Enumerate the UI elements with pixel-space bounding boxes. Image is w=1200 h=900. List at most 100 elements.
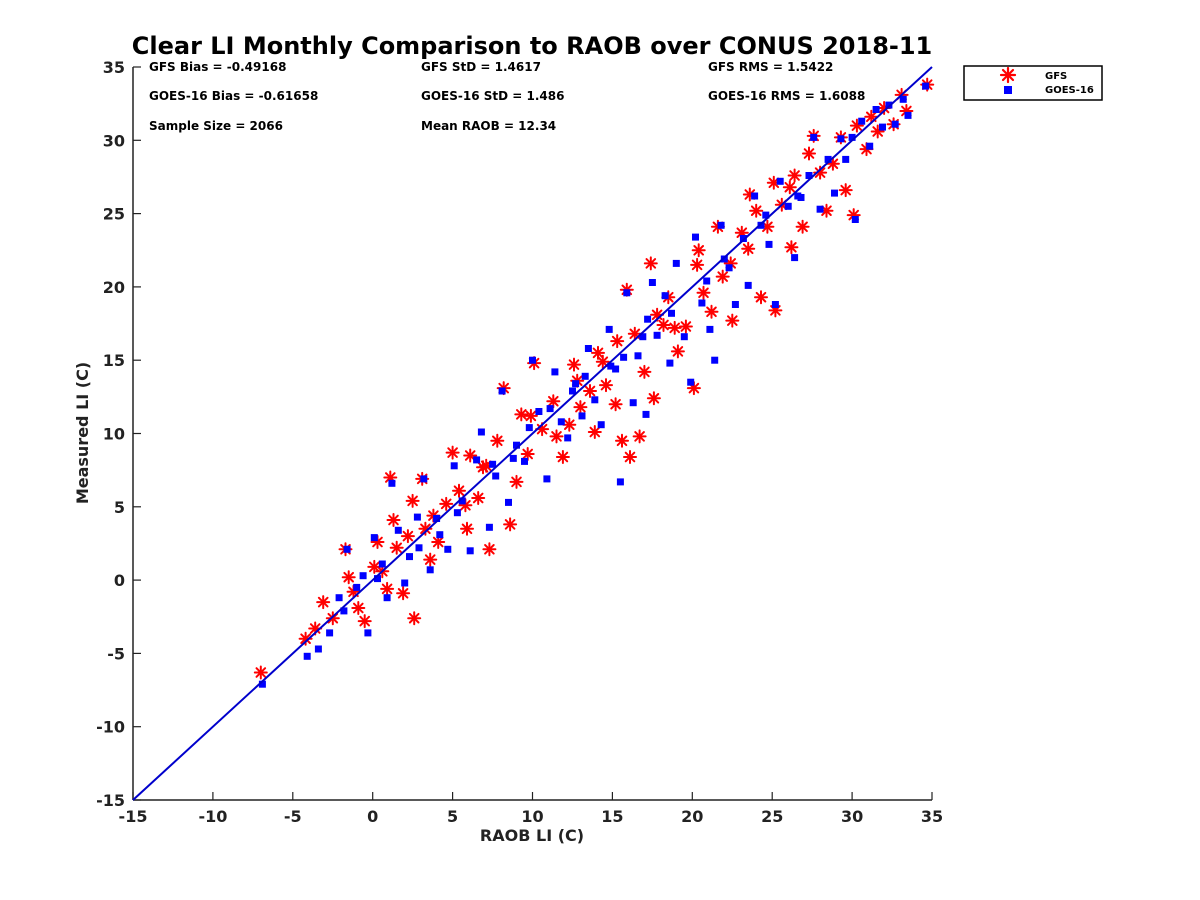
goes-point <box>450 462 458 470</box>
goes-point <box>535 408 543 415</box>
axis-ticks: -15 -10 -5 0 5 10 15 20 25 30 35 -15 -10 -5 0 5 10 15 20 25… <box>96 58 943 826</box>
goes-point <box>420 475 428 483</box>
goes-point <box>485 523 493 531</box>
goes-point <box>666 359 674 367</box>
goes-point <box>885 101 893 109</box>
goes-point <box>597 421 605 429</box>
gfs-point <box>389 540 404 555</box>
gfs-point <box>795 219 810 234</box>
gfs-point <box>760 219 775 234</box>
x-tick-label: 20 <box>681 807 703 826</box>
scatter-points <box>253 77 935 688</box>
x-tick-label: 5 <box>447 807 458 826</box>
y-tick-label: 15 <box>103 351 125 370</box>
gfs-std-text: GFS StD = 1.4617 <box>421 60 541 74</box>
goes-point <box>498 387 506 395</box>
x-tick-label: 10 <box>521 807 543 826</box>
goes-point <box>661 292 669 300</box>
y-tick-label: 5 <box>114 498 125 517</box>
goes-point <box>816 205 824 213</box>
gfs-point <box>690 257 705 272</box>
gfs-point <box>749 203 764 218</box>
gfs-point <box>405 493 420 508</box>
goes-point <box>477 428 485 436</box>
goes-point <box>805 172 813 179</box>
gfs-point <box>476 460 490 475</box>
goes-point <box>569 387 576 395</box>
gfs-point <box>555 450 570 464</box>
gfs-point <box>802 146 816 161</box>
gfs-point <box>787 168 802 183</box>
goes-point <box>513 441 520 449</box>
chart-title: Clear LI Monthly Comparison to RAOB over… <box>132 32 933 60</box>
gfs-point <box>646 391 661 406</box>
gfs-point <box>784 240 799 255</box>
goes-point <box>509 454 517 462</box>
goes-point <box>383 594 391 602</box>
goes-point <box>453 509 461 517</box>
gfs-point <box>587 425 602 439</box>
goes-point <box>904 111 912 119</box>
gfs-point <box>704 304 719 319</box>
gfs-point <box>608 397 623 412</box>
gfs-point <box>463 448 478 463</box>
goes-point <box>489 460 497 468</box>
goes-point <box>698 299 706 307</box>
goes-rms-text: GOES-16 RMS = 1.6088 <box>708 89 865 103</box>
goes-point <box>394 526 402 534</box>
goes-std-text: GOES-16 StD = 1.486 <box>421 89 564 103</box>
goes-point <box>851 216 859 223</box>
goes-point <box>692 233 699 241</box>
goes-point <box>359 572 367 580</box>
gfs-point <box>782 180 797 195</box>
series-goes-16 <box>258 82 930 688</box>
goes-point <box>858 117 866 125</box>
gfs-point <box>715 269 730 284</box>
goes-point <box>444 545 452 553</box>
goes-point <box>370 534 378 542</box>
goes-point <box>810 133 818 141</box>
sample-size-text: Sample Size = 2066 <box>149 119 283 133</box>
x-tick-label: 30 <box>841 807 863 826</box>
gfs-point <box>367 559 382 574</box>
y-tick-label: 35 <box>103 58 125 77</box>
gfs-point <box>380 581 395 596</box>
gfs-point <box>623 450 637 464</box>
goes-point <box>557 418 565 426</box>
gfs-point <box>599 378 613 393</box>
gfs-point <box>509 474 524 489</box>
goes-point <box>842 155 850 163</box>
gfs-point <box>423 552 438 567</box>
goes-point <box>731 301 739 308</box>
goes-point <box>687 378 695 386</box>
y-tick-label: 25 <box>103 205 125 224</box>
goes-point <box>680 333 688 341</box>
goes-point <box>436 531 444 539</box>
gfs-point <box>253 665 268 680</box>
gfs-bias-text: GFS Bias = -0.49168 <box>149 60 286 74</box>
legend-gfs-label: GFS <box>1045 71 1067 82</box>
gfs-point <box>615 433 629 448</box>
goes-point <box>335 594 343 602</box>
x-tick-label: -15 <box>119 807 148 826</box>
goes-point <box>899 95 907 103</box>
goes-point <box>401 579 409 587</box>
one-to-one-line <box>132 66 933 801</box>
goes-point <box>879 123 886 131</box>
gfs-point <box>482 542 497 557</box>
y-axis-label: Measured LI (C) <box>73 362 92 504</box>
gfs-point <box>595 354 610 369</box>
gfs-point <box>643 256 658 271</box>
legend-gfs-marker <box>999 66 1017 84</box>
goes-point <box>922 82 930 90</box>
gfs-point <box>632 429 647 444</box>
gfs-point <box>490 433 505 448</box>
goes-point <box>872 106 880 113</box>
goes-point <box>605 325 613 333</box>
gfs-point <box>407 611 422 626</box>
goes-point <box>642 410 650 418</box>
goes-point <box>584 345 592 352</box>
goes-point <box>374 575 381 583</box>
goes-point <box>629 399 637 407</box>
goes-point <box>717 221 725 229</box>
